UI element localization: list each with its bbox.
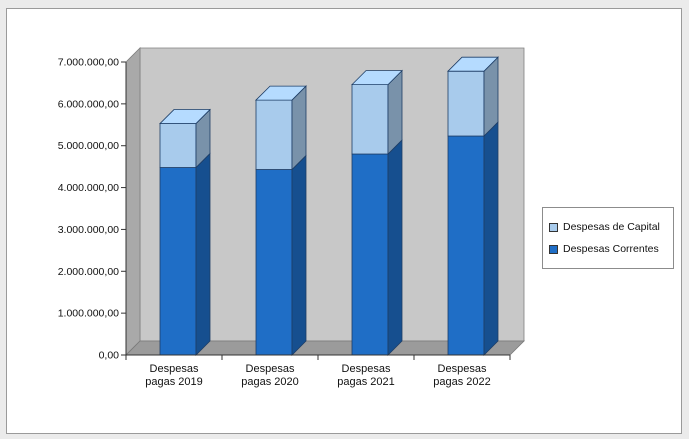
bar-side <box>387 69 403 156</box>
legend: Despesas de Capital Despesas Correntes <box>542 207 674 269</box>
y-tick-label: 1.000.000,00 <box>58 308 119 320</box>
bar-segment <box>159 108 211 169</box>
bar-side <box>291 85 307 171</box>
bar-top <box>159 109 211 124</box>
y-tick-label: 2.000.000,00 <box>58 266 119 278</box>
x-tick-label: Despesas pagas 2021 <box>337 363 395 388</box>
legend-label: Despesas Correntes <box>563 243 659 255</box>
bar-top <box>255 85 307 101</box>
x-tick-label: Despesas pagas 2020 <box>241 363 299 388</box>
y-tick-label: 6.000.000,00 <box>58 98 119 110</box>
bar-front <box>447 70 485 137</box>
bar-segment <box>255 85 307 171</box>
bar-side <box>195 152 211 356</box>
stacked-bar-chart: 0,00 1.000.000,00 2.000.000,00 3.000.000,00… <box>58 47 525 388</box>
x-tick-label: Despesas pagas 2022 <box>433 363 491 388</box>
legend-item: Despesas de Capital <box>549 216 673 238</box>
bar-front <box>255 99 293 170</box>
bar-front <box>351 84 389 155</box>
y-tick-label: 3.000.000,00 <box>58 224 119 236</box>
bar-segment <box>351 139 403 356</box>
bar-front <box>255 169 293 356</box>
bar-side <box>387 139 403 356</box>
side-wall <box>125 47 141 356</box>
bar-front <box>351 153 389 356</box>
bar-front <box>159 167 197 356</box>
bar-side <box>483 121 499 356</box>
x-axis: Despesas pagas 2019 Despesas pagas 2020 Desp… <box>125 354 511 388</box>
bar-top <box>447 56 499 72</box>
chart-frame: 0,00 1.000.000,00 2.000.000,00 3.000.000,00… <box>6 8 682 434</box>
bars <box>159 56 499 356</box>
bar-segment <box>255 154 307 356</box>
bar-segment <box>351 69 403 156</box>
bar-segment <box>159 152 211 356</box>
y-tick-label: 0,00 <box>99 350 120 362</box>
x-tick-label: Despesas pagas 2019 <box>145 363 203 388</box>
y-tick-label: 5.000.000,00 <box>58 140 119 152</box>
bar-segment <box>447 121 499 356</box>
bar-top <box>351 70 403 86</box>
legend-swatch <box>549 222 558 232</box>
legend-swatch <box>549 244 558 254</box>
legend-label: Despesas de Capital <box>563 221 660 233</box>
bar-front <box>159 123 197 168</box>
y-tick-label: 4.000.000,00 <box>58 182 119 194</box>
y-tick-label: 7.000.000,00 <box>58 57 119 69</box>
bar-segment <box>447 56 499 138</box>
legend-item: Despesas Correntes <box>549 238 673 260</box>
y-axis: 0,00 1.000.000,00 2.000.000,00 3.000.000,00… <box>58 57 127 362</box>
bar-side <box>291 154 307 356</box>
bar-front <box>447 135 485 356</box>
